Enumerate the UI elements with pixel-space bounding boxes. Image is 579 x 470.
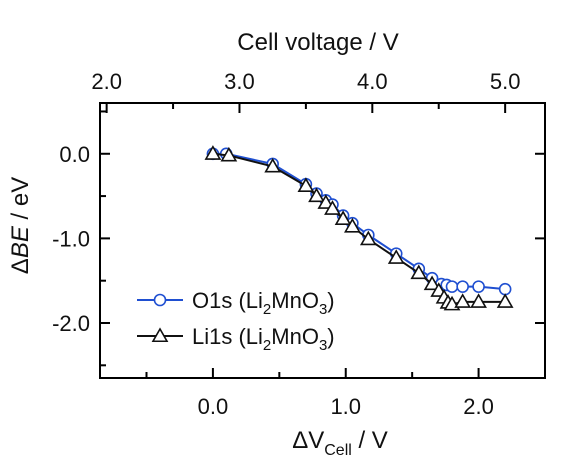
data-point (496, 293, 514, 308)
y-axis-title-unit: / eV (7, 177, 34, 226)
top-axis-title: Cell voltage / V (237, 29, 398, 56)
legend-marker (151, 327, 169, 343)
x-axis-title-main: ΔV (292, 427, 324, 454)
legend: O1s (Li2MnO3)Li1s (Li2MnO3) (137, 288, 335, 354)
data-point (344, 217, 361, 233)
legend-label: Li1s (Li2MnO3) (192, 324, 335, 354)
series-group (204, 145, 514, 311)
data-point (410, 264, 428, 280)
x-axis-title: ΔVCell / V (292, 427, 388, 459)
legend-label-part: MnO (271, 324, 319, 349)
legend-label-part: Li1s (Li (192, 324, 263, 349)
legend-label-part: 3 (319, 301, 327, 318)
series-line (212, 152, 506, 291)
y-axis-title-italic: BE (7, 225, 34, 258)
legend-label-part: 2 (263, 337, 271, 354)
data-point (264, 157, 282, 173)
data-point (308, 187, 325, 203)
data-point (454, 293, 472, 308)
x-tick-label: 0.0 (198, 394, 229, 419)
top-tick-label: 3.0 (224, 69, 255, 94)
data-point (317, 194, 335, 209)
legend-label-part: 2 (263, 301, 271, 318)
data-point (470, 293, 487, 308)
legend-label-part: ) (327, 324, 334, 349)
series-triangle (204, 145, 514, 311)
legend-entry-circle: O1s (Li2MnO3) (137, 288, 335, 318)
legend-label-part: O1s (Li (192, 288, 263, 313)
legend-entry-triangle: Li1s (Li2MnO3) (137, 324, 335, 354)
y-axis-title-prefix: Δ (7, 258, 34, 274)
data-point (204, 145, 222, 160)
x-axis-title-unit: / V (352, 427, 388, 454)
data-point (472, 280, 485, 293)
y-tick-label: -1.0 (52, 226, 90, 251)
axis-ticks: 0.0 1.0 2.0 2.0 3.0 4.0 5.0 0.0 -1.0 -2.0 (52, 69, 546, 419)
y-tick-label: -2.0 (52, 311, 90, 336)
y-tick-label: 0.0 (59, 142, 90, 167)
data-point (359, 230, 377, 246)
data-point (334, 210, 352, 225)
legend-label-part: 3 (319, 337, 327, 354)
x-axis-title-sub: Cell (324, 442, 352, 459)
x-tick-label: 1.0 (330, 394, 361, 419)
x-tick-label: 2.0 (463, 394, 494, 419)
data-point (220, 146, 238, 162)
data-point (498, 282, 512, 296)
data-point (297, 177, 315, 192)
legend-label: O1s (Li2MnO3) (192, 288, 335, 318)
data-point (456, 280, 469, 293)
y-axis-title: ΔBE / eV (7, 177, 34, 274)
axis-labels: Cell voltage / V ΔVCell / V ΔBE / eV (7, 29, 399, 459)
legend-label-part: MnO (271, 288, 319, 313)
data-point (387, 249, 405, 264)
series-circle (206, 147, 512, 296)
top-tick-label: 5.0 (490, 69, 521, 94)
top-tick-label: 2.0 (91, 69, 122, 94)
legend-label-part: ) (327, 288, 334, 313)
plot-border (99, 102, 546, 379)
data-point (445, 280, 459, 293)
legend-marker (153, 293, 167, 307)
data-point (423, 275, 441, 291)
plot-frame (99, 102, 546, 379)
data-point (324, 200, 341, 215)
top-tick-label: 4.0 (357, 69, 388, 94)
